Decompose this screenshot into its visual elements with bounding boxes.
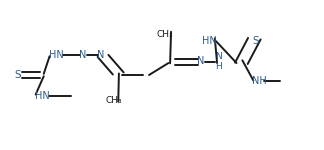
Text: HN: HN	[49, 50, 64, 60]
Text: N: N	[79, 50, 86, 60]
Text: S: S	[15, 70, 21, 80]
Text: HN: HN	[35, 91, 50, 101]
Text: HN: HN	[202, 36, 216, 45]
Text: CH₃: CH₃	[105, 96, 122, 105]
Text: N: N	[197, 57, 204, 66]
Text: N: N	[97, 50, 104, 60]
Text: CH₃: CH₃	[157, 30, 174, 39]
Text: N
H: N H	[215, 52, 222, 71]
Text: NH: NH	[252, 76, 267, 86]
Text: S: S	[253, 36, 259, 45]
